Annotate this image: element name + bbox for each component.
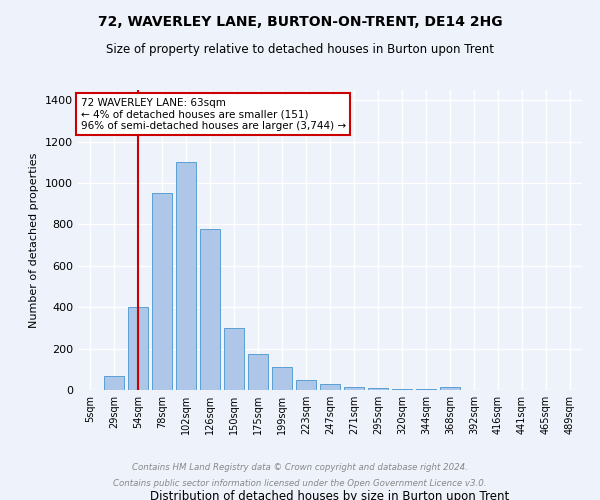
- Bar: [440, 387, 460, 390]
- Bar: [104, 376, 124, 390]
- Bar: [128, 307, 148, 390]
- Bar: [176, 162, 196, 390]
- Text: 72, WAVERLEY LANE, BURTON-ON-TRENT, DE14 2HG: 72, WAVERLEY LANE, BURTON-ON-TRENT, DE14…: [98, 15, 502, 29]
- Y-axis label: Number of detached properties: Number of detached properties: [29, 152, 40, 328]
- Bar: [296, 380, 316, 390]
- Text: Size of property relative to detached houses in Burton upon Trent: Size of property relative to detached ho…: [106, 42, 494, 56]
- Bar: [416, 389, 436, 390]
- Bar: [224, 328, 244, 390]
- Bar: [272, 367, 292, 390]
- X-axis label: Distribution of detached houses by size in Burton upon Trent: Distribution of detached houses by size …: [151, 490, 509, 500]
- Text: Contains public sector information licensed under the Open Government Licence v3: Contains public sector information licen…: [113, 478, 487, 488]
- Bar: [248, 354, 268, 390]
- Bar: [392, 389, 412, 390]
- Bar: [368, 388, 388, 390]
- Bar: [200, 228, 220, 390]
- Text: Contains HM Land Registry data © Crown copyright and database right 2024.: Contains HM Land Registry data © Crown c…: [132, 464, 468, 472]
- Bar: [344, 387, 364, 390]
- Bar: [320, 384, 340, 390]
- Bar: [152, 194, 172, 390]
- Text: 72 WAVERLEY LANE: 63sqm
← 4% of detached houses are smaller (151)
96% of semi-de: 72 WAVERLEY LANE: 63sqm ← 4% of detached…: [80, 98, 346, 130]
